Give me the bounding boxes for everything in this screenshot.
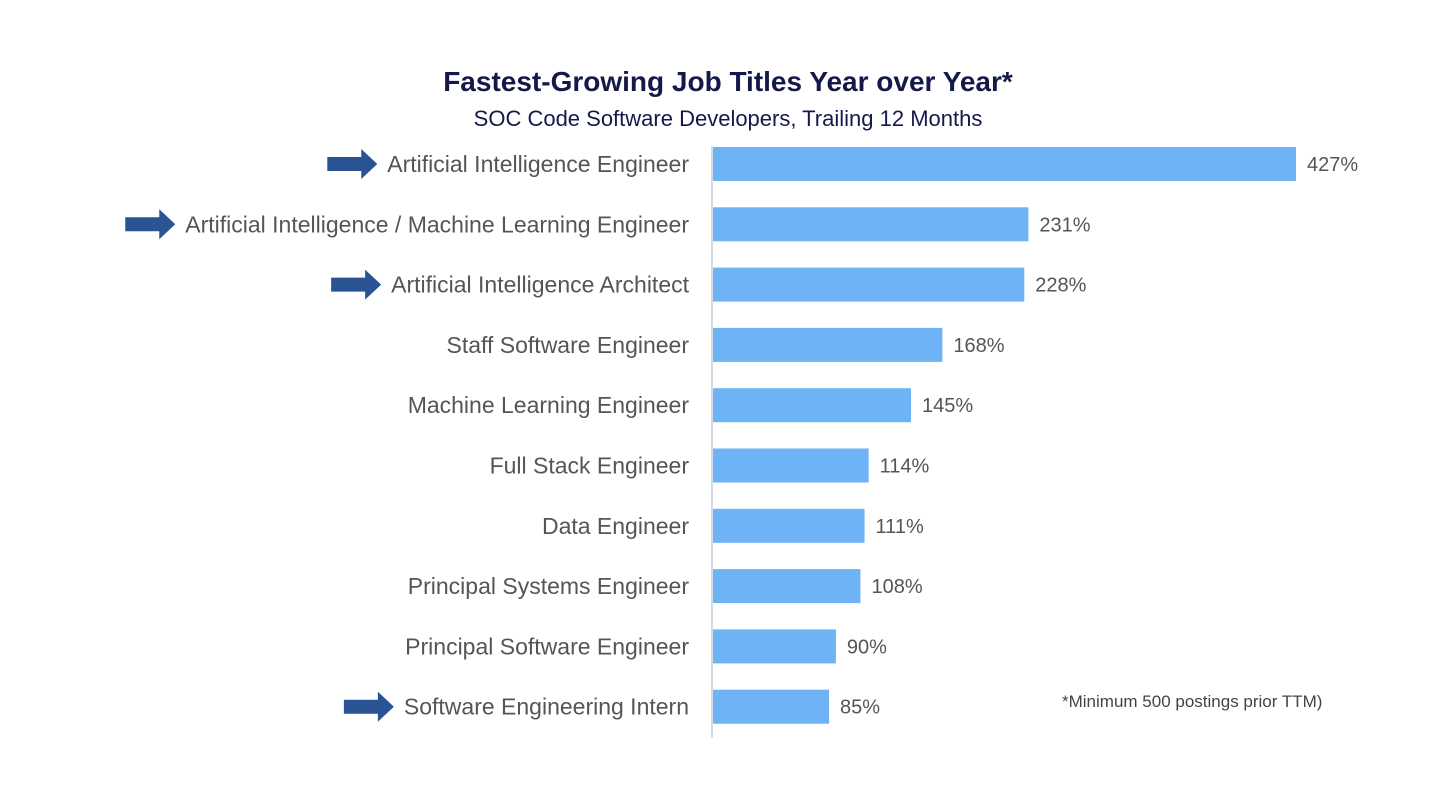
bar	[713, 508, 865, 543]
bar	[713, 327, 943, 362]
bar-value-label: 90%	[847, 636, 887, 658]
bar	[713, 207, 1029, 242]
arrow-right-icon	[331, 269, 382, 300]
bar-value-label: 228%	[1035, 275, 1086, 297]
chart-footnote: *Minimum 500 postings prior TTM)	[1062, 692, 1323, 711]
category-label: Artificial Intelligence Architect	[391, 272, 689, 298]
bar-value-label: 145%	[922, 395, 973, 417]
category-label: Staff Software Engineer	[447, 332, 690, 358]
arrow-right-icon	[343, 691, 394, 722]
arrow-right-icon	[327, 149, 378, 179]
bar-value-label: 231%	[1039, 214, 1090, 236]
bar-value-label: 108%	[871, 576, 922, 598]
category-label: Principal Software Engineer	[405, 633, 689, 659]
chart-title: Fastest-Growing Job Titles Year over Yea…	[443, 66, 1013, 97]
category-label: Artificial Intelligence / Machine Learni…	[185, 211, 689, 237]
arrow-right-icon	[125, 209, 176, 240]
category-label: Artificial Intelligence Engineer	[387, 151, 689, 177]
bar	[713, 388, 911, 423]
bar-value-label: 427%	[1307, 154, 1358, 176]
bar-value-label: 114%	[880, 456, 930, 478]
bar	[713, 267, 1025, 302]
bar	[713, 448, 869, 483]
bar-value-label: 85%	[840, 697, 880, 719]
category-label: Data Engineer	[542, 513, 689, 539]
bar	[713, 569, 861, 604]
bars-layer: 427% Artificial Intelligence Engineer 231%…	[125, 147, 1358, 724]
category-label: Full Stack Engineer	[490, 453, 690, 479]
chart-subtitle: SOC Code Software Developers, Trailing 1…	[473, 106, 983, 131]
bar-value-label: 168%	[953, 335, 1004, 357]
bar-value-label: 111%	[876, 516, 924, 538]
category-label: Machine Learning Engineer	[408, 392, 690, 418]
category-label: Principal Systems Engineer	[408, 573, 690, 599]
bar	[713, 689, 830, 724]
bar	[713, 629, 836, 664]
bar	[713, 147, 1296, 181]
category-label: Software Engineering Intern	[404, 694, 689, 720]
